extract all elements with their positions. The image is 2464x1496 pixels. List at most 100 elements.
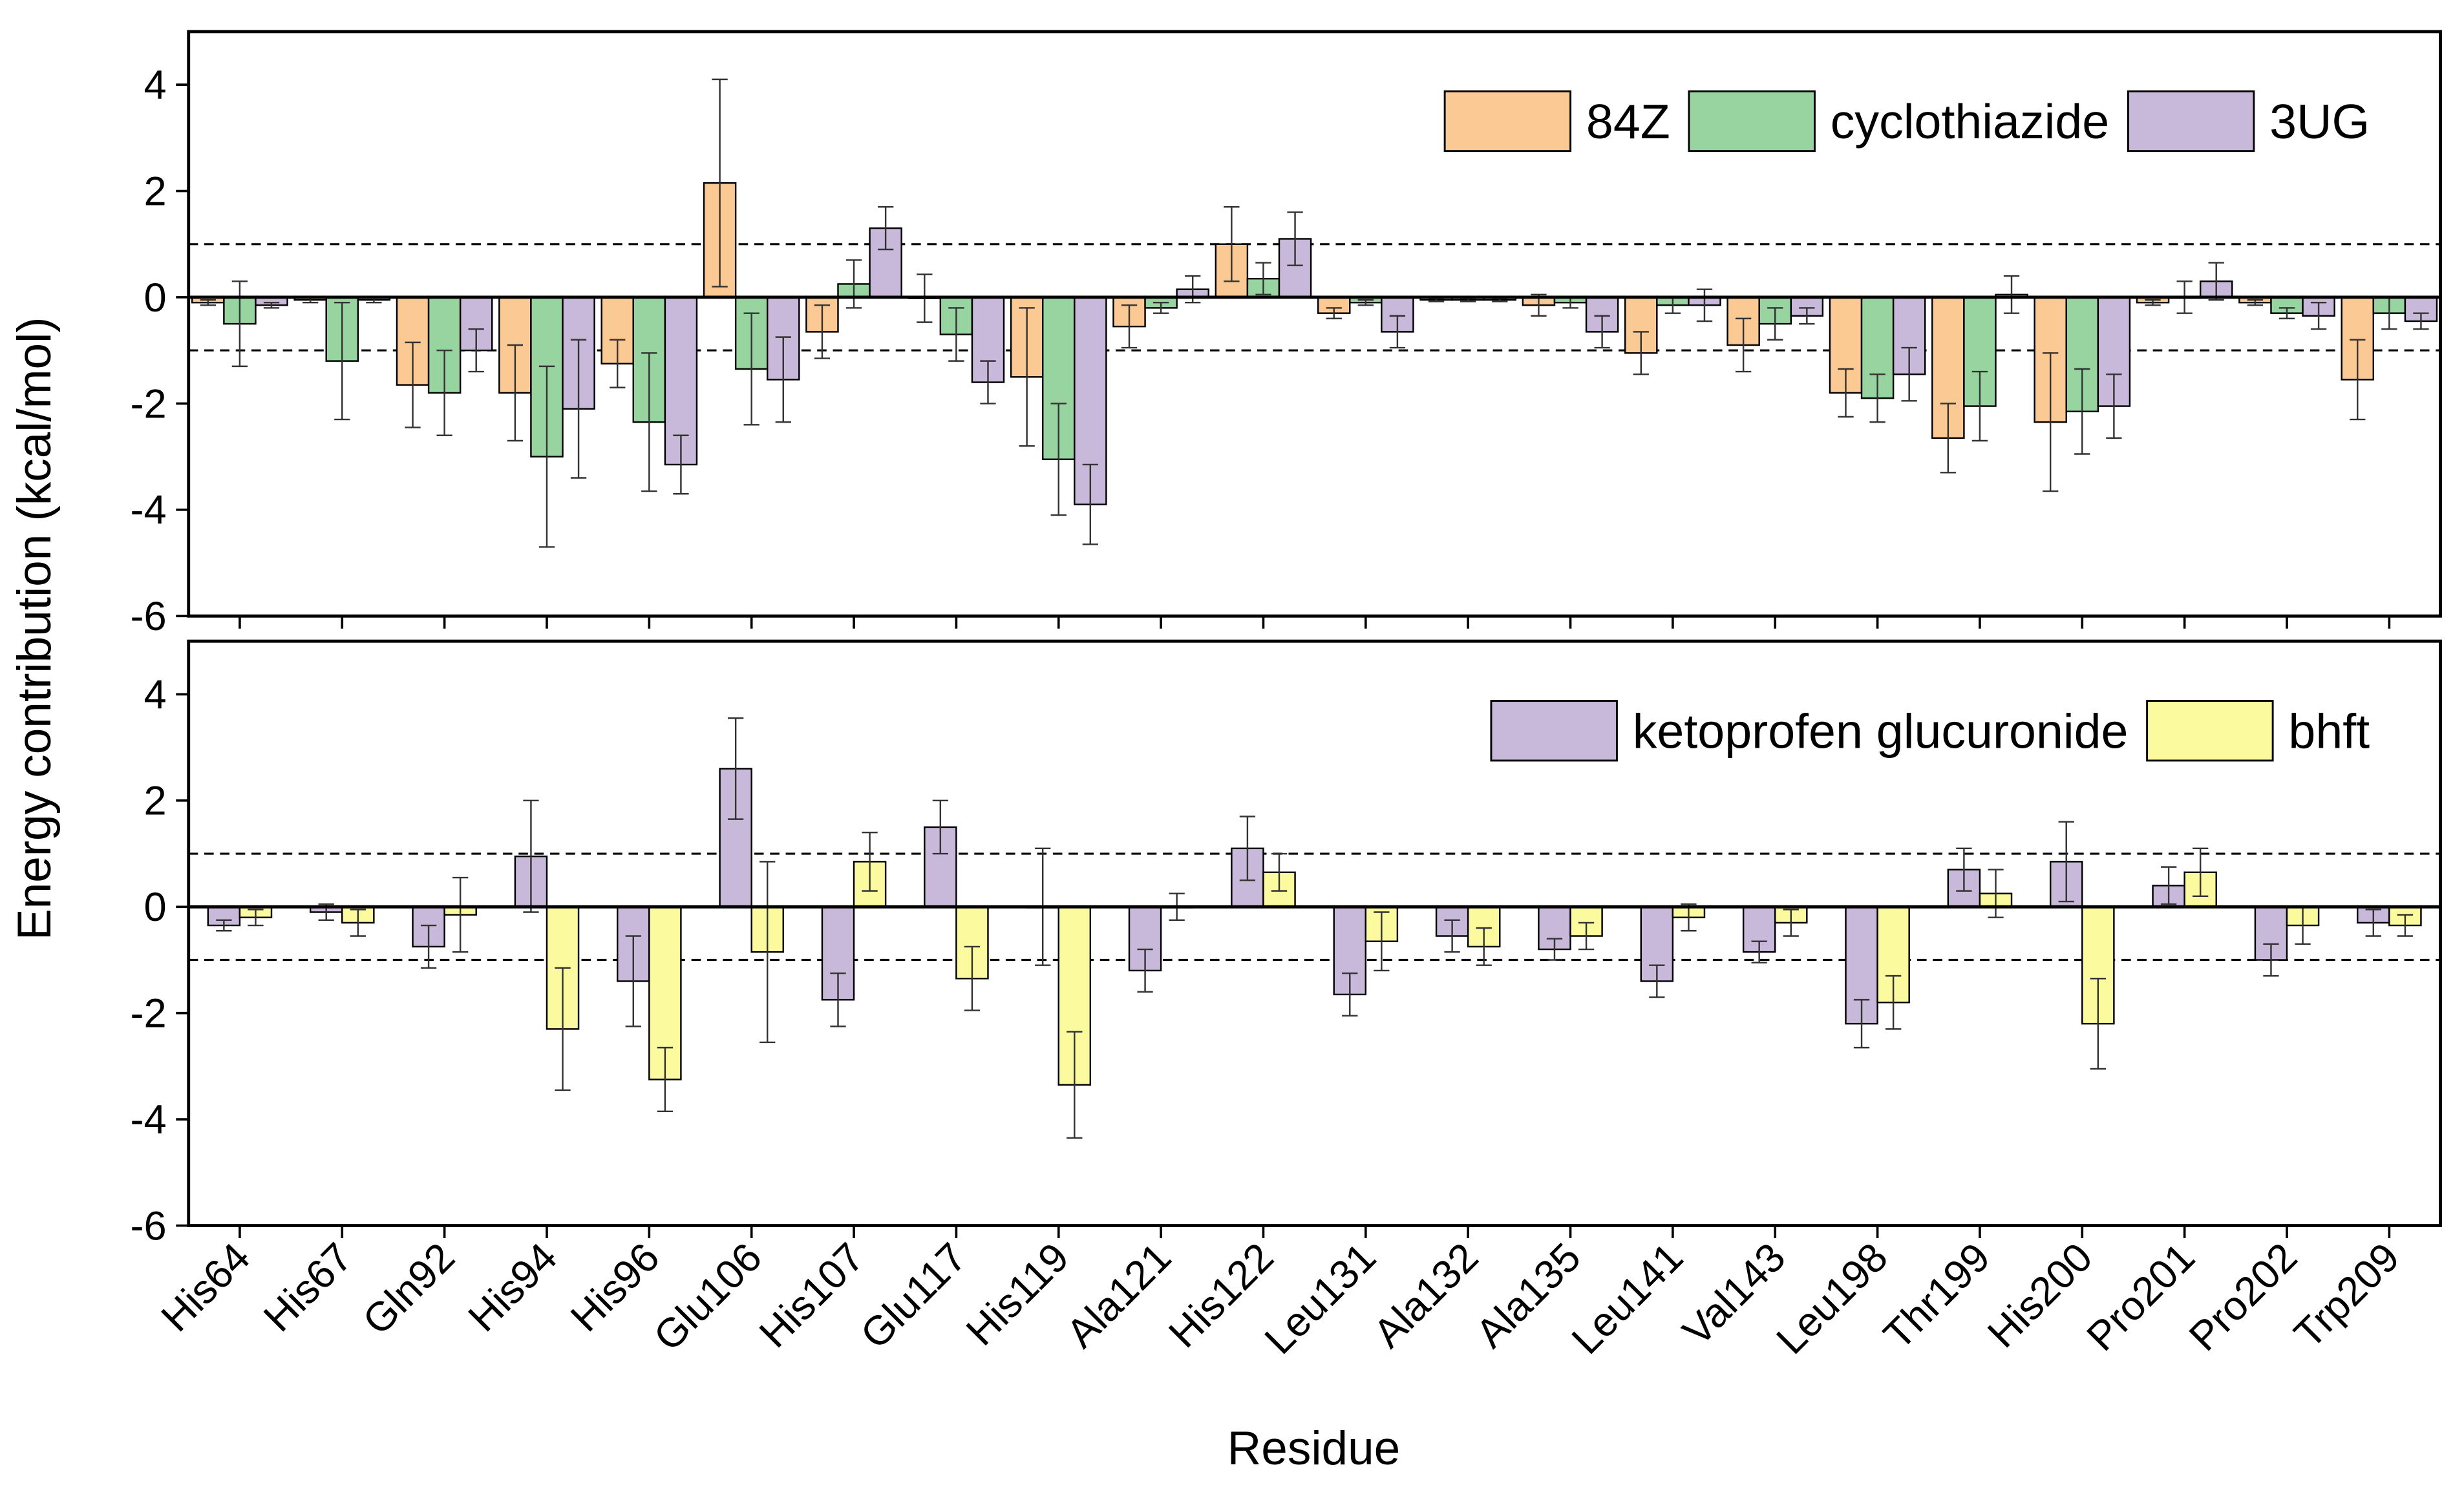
- plot-frame: [187, 30, 2442, 618]
- error-bar: [743, 312, 759, 426]
- error-bar: [2145, 299, 2161, 306]
- error-bar: [2247, 299, 2264, 306]
- error-bar: [1578, 922, 1595, 951]
- error-bar: [712, 78, 728, 288]
- legend-swatch: [1688, 90, 1816, 153]
- error-bar: [1067, 1031, 1083, 1139]
- error-bar: [2278, 307, 2295, 320]
- error-bar: [641, 352, 657, 492]
- x-tick-label: His67: [255, 1234, 361, 1340]
- legend-label: ketoprofen glucuronide: [1633, 704, 2129, 759]
- y-tick-label: -4: [131, 1097, 167, 1143]
- x-tick-label: Trp209: [2286, 1234, 2408, 1356]
- x-tick-label: Leu198: [1768, 1234, 1896, 1363]
- y-tick-label: 4: [144, 63, 167, 108]
- y-tick-label: 4: [144, 672, 167, 717]
- error-bar: [350, 909, 366, 937]
- error-bar: [610, 339, 626, 388]
- error-bar: [334, 301, 350, 421]
- error-bar: [673, 434, 689, 495]
- error-bar: [1767, 307, 1783, 341]
- x-tick-label: His64: [153, 1234, 259, 1340]
- error-bar: [625, 935, 641, 1027]
- error-bar: [1357, 299, 1374, 306]
- error-bar: [1751, 940, 1767, 964]
- error-bar: [216, 919, 232, 932]
- error-bar: [727, 717, 744, 820]
- error-bar: [1853, 998, 1870, 1049]
- legend-label: 3UG: [2269, 94, 2370, 149]
- legend-label: cyclothiazide: [1831, 94, 2109, 149]
- error-bar: [200, 299, 216, 306]
- error-bar: [1121, 304, 1138, 349]
- error-bar: [468, 328, 484, 373]
- x-axis-label: Residue: [1227, 1422, 1401, 1475]
- x-tick-label: Glu106: [645, 1234, 770, 1360]
- error-bar: [1633, 331, 1649, 375]
- legend-swatch: [2127, 90, 2255, 153]
- error-bar: [523, 799, 539, 913]
- x-tick-label: Pro202: [2181, 1234, 2306, 1360]
- x-tick-label: Thr199: [1875, 1234, 1999, 1358]
- x-tick-label: His94: [460, 1234, 566, 1340]
- error-bar: [2350, 339, 2366, 421]
- error-bar: [932, 799, 949, 855]
- error-bar: [1152, 301, 1169, 314]
- error-bar: [1799, 307, 1815, 325]
- error-bar: [657, 1046, 674, 1113]
- error-bar: [964, 945, 981, 1011]
- error-bar: [1444, 919, 1460, 953]
- x-tick-label: Ala132: [1365, 1234, 1487, 1356]
- error-bar: [877, 206, 894, 251]
- error-bar: [1476, 927, 1492, 966]
- error-bar: [1649, 964, 1665, 998]
- error-bar: [1326, 307, 1342, 320]
- error-bar: [830, 972, 846, 1027]
- x-tick-label: His107: [751, 1234, 873, 1356]
- x-tick-label: Leu131: [1257, 1234, 1385, 1363]
- y-tick-label: 2: [144, 169, 167, 214]
- error-bar: [452, 876, 469, 953]
- legend-swatch: [2146, 700, 2274, 762]
- error-bar: [248, 909, 264, 927]
- error-bar: [231, 280, 248, 368]
- x-tick-label: His119: [958, 1234, 1078, 1354]
- error-bar: [1956, 847, 1972, 892]
- error-bar: [1901, 346, 1917, 402]
- error-bar: [2106, 373, 2122, 439]
- error-bar: [845, 259, 862, 309]
- plot-frame: [187, 639, 2442, 1227]
- y-tick-label: -2: [131, 381, 167, 427]
- error-bar: [538, 365, 555, 548]
- error-bar: [1224, 206, 1240, 282]
- x-tick-label: Glu117: [852, 1234, 975, 1357]
- error-bar: [1342, 972, 1358, 1017]
- error-bar: [1735, 317, 1752, 373]
- error-bar: [405, 341, 421, 428]
- legend-label: 84Z: [1586, 94, 1670, 149]
- y-tick-label: -4: [131, 488, 167, 533]
- error-bar: [980, 360, 996, 405]
- error-bar: [1988, 869, 2004, 918]
- legend-label: bhft: [2288, 704, 2370, 759]
- y-tick-label: -6: [131, 1203, 167, 1248]
- error-bar: [1019, 307, 1035, 447]
- error-bar: [1783, 909, 1799, 937]
- error-bar: [2090, 978, 2106, 1070]
- error-bar: [1885, 975, 1902, 1030]
- error-bar: [1869, 373, 1885, 423]
- error-bar: [1050, 403, 1067, 516]
- y-tick-label: 0: [144, 885, 167, 930]
- x-tick-label: Gln92: [354, 1234, 463, 1343]
- y-tick-label: -6: [131, 594, 167, 639]
- error-bar: [1681, 903, 1697, 932]
- error-bar: [263, 301, 280, 309]
- error-bar: [1255, 262, 1271, 296]
- error-bar: [1838, 368, 1854, 418]
- error-bar: [759, 861, 776, 1044]
- y-tick-label: 0: [144, 275, 167, 321]
- error-bar: [775, 336, 791, 423]
- error-bar: [2058, 821, 2074, 903]
- error-bar: [2003, 275, 2020, 314]
- error-bar: [814, 304, 831, 359]
